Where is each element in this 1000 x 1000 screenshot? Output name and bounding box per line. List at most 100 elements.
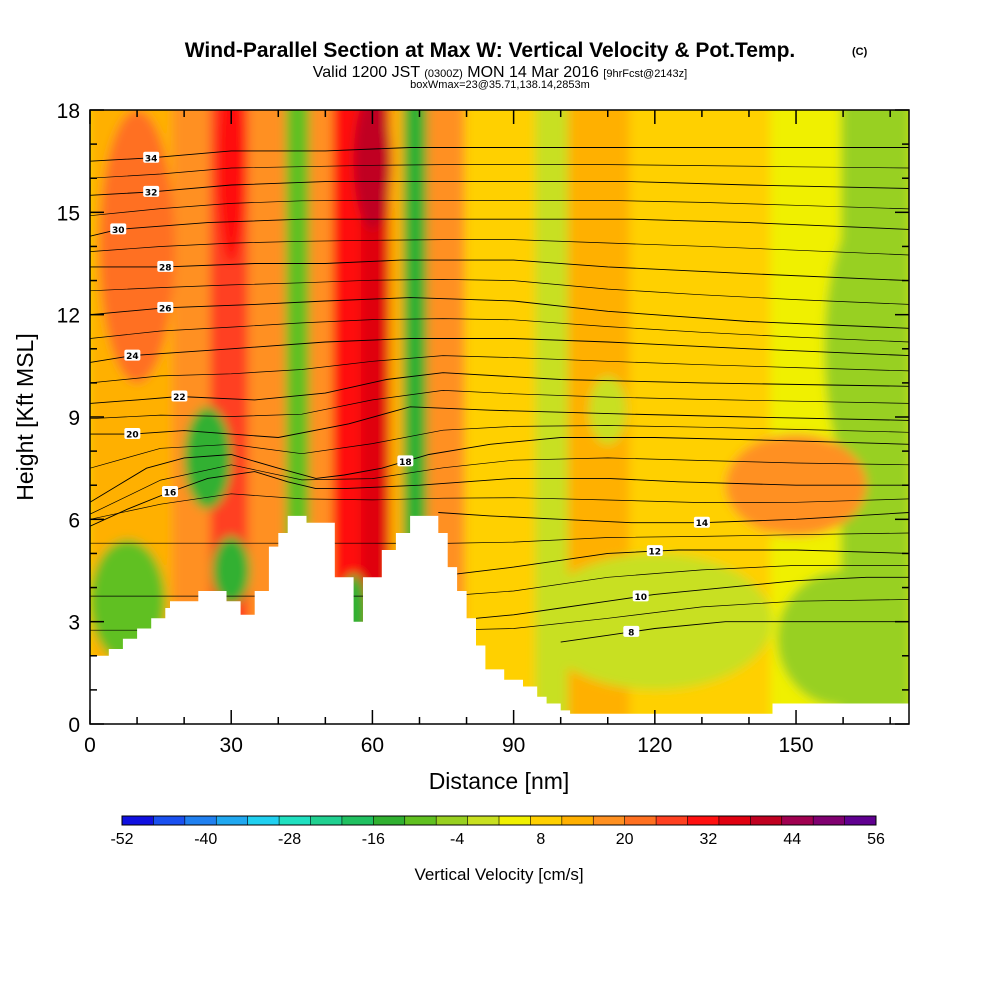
svg-text:24: 24 <box>126 352 139 362</box>
colorbar-tick-label-0: -52 <box>110 831 133 848</box>
colorbar-tick-label-8: 44 <box>783 831 801 848</box>
theta-contour-30 <box>90 218 909 237</box>
colorbar-swatch-6 <box>310 816 343 825</box>
svg-text:14: 14 <box>696 519 709 529</box>
svg-text:32: 32 <box>145 188 158 198</box>
velocity-anomaly-5 <box>588 376 627 445</box>
theta-contour-minor-8 <box>90 318 909 343</box>
contour-label-34: 34 <box>143 151 160 164</box>
velocity-band-12 <box>464 110 540 724</box>
x-axis-label: Distance [nm] <box>429 768 570 794</box>
colorbar-tick-label-5: 8 <box>536 831 545 848</box>
theta-contour-8 <box>560 621 909 643</box>
y-axis-label: Height [Kft MSL] <box>12 333 38 500</box>
theta-contour-18 <box>90 437 909 503</box>
copyright-mark: (C) <box>852 46 868 58</box>
svg-text:30: 30 <box>112 226 125 236</box>
y-tick-label-6: 6 <box>68 509 80 532</box>
x-tick-label-90: 90 <box>502 734 525 757</box>
theta-contour-28 <box>90 259 909 282</box>
velocity-anomaly-6 <box>824 212 909 486</box>
colorbar-swatch-11 <box>467 816 500 825</box>
svg-text:10: 10 <box>634 593 647 603</box>
colorbar-swatch-13 <box>530 816 563 825</box>
theta-contour-minor-12 <box>90 164 909 179</box>
contour-label-26: 26 <box>157 301 174 314</box>
theta-contour-26 <box>90 297 909 329</box>
theta-contour-32 <box>90 181 909 196</box>
svg-text:16: 16 <box>164 489 177 499</box>
colorbar-swatch-21 <box>781 816 814 825</box>
contour-label-10: 10 <box>632 590 649 603</box>
colorbar-swatch-17 <box>656 816 688 825</box>
theta-contour-labels: 8 10 12 14 16 18 20 22 24 26 28 30 32 34 <box>110 151 710 638</box>
chart-subtitle: Valid 1200 JST (0300Z) MON 14 Mar 2016 [… <box>313 64 687 81</box>
velocity-anomaly-11 <box>353 110 392 230</box>
theta-contour-20 <box>90 406 909 438</box>
theta-contour-minor-11 <box>90 200 909 217</box>
valid-utc: (0300Z) <box>424 68 463 80</box>
x-tick-labels: 0 30 60 90 120 150 <box>84 734 813 757</box>
colorbar-swatch-16 <box>624 816 657 825</box>
svg-text:28: 28 <box>159 263 172 273</box>
colorbar-swatch-19 <box>718 816 751 825</box>
terrain-mask <box>90 515 909 724</box>
svg-text:34: 34 <box>145 154 158 164</box>
theta-contour-minor-10 <box>90 239 909 256</box>
contour-label-30: 30 <box>110 223 127 236</box>
colorbar <box>121 815 877 826</box>
forecast-info: [9hrFcst@2143z] <box>603 68 687 80</box>
theta-contour-14 <box>438 512 909 524</box>
x-tick-label-150: 150 <box>779 734 814 757</box>
colorbar-swatch-5 <box>279 816 311 825</box>
contour-label-32: 32 <box>143 185 160 198</box>
theta-contour-12 <box>457 549 909 575</box>
y-tick-label-3: 3 <box>68 612 80 635</box>
y-tick-label-18: 18 <box>57 100 80 123</box>
colorbar-title: Vertical Velocity [cm/s] <box>414 865 583 884</box>
velocity-anomaly-8 <box>537 553 773 690</box>
theta-contours <box>90 147 909 643</box>
colorbar-swatch-2 <box>184 816 217 825</box>
colorbar-swatch-14 <box>561 816 594 825</box>
contour-label-12: 12 <box>646 545 663 558</box>
velocity-anomaly-9 <box>777 570 909 707</box>
box-info: boxWmax=23@35.71,138.14,2853m <box>410 79 590 91</box>
colorbar-swatch-22 <box>813 816 845 825</box>
y-tick-label-9: 9 <box>68 407 80 430</box>
x-tick-label-0: 0 <box>84 734 96 757</box>
velocity-anomaly-1 <box>212 536 251 605</box>
colorbar-swatch-15 <box>593 816 625 825</box>
contour-label-20: 20 <box>124 428 141 441</box>
x-tick-label-60: 60 <box>361 734 384 757</box>
theta-contour-10 <box>475 576 909 619</box>
y-tick-label-12: 12 <box>57 305 80 328</box>
velocity-anomaly-0 <box>184 406 232 510</box>
y-tick-label-0: 0 <box>68 714 80 737</box>
contour-label-22: 22 <box>171 390 188 403</box>
theta-contour-minor-4 <box>90 457 909 515</box>
valid-date: MON 14 Mar 2016 <box>467 64 599 81</box>
theta-contour-minor-7 <box>90 355 909 384</box>
axis-ticks <box>89 109 909 725</box>
svg-text:18: 18 <box>399 458 412 468</box>
colorbar-swatch-3 <box>216 816 248 825</box>
colorbar-tick-label-1: -40 <box>194 831 217 848</box>
theta-contour-minor-9 <box>90 279 909 305</box>
valid-time: Valid 1200 JST <box>313 64 421 81</box>
colorbar-swatch-0 <box>122 816 154 825</box>
chart-title: Wind-Parallel Section at Max W: Vertical… <box>185 39 796 62</box>
contour-label-24: 24 <box>124 349 141 362</box>
colorbar-swatch-23 <box>844 816 877 825</box>
svg-text:22: 22 <box>173 393 186 403</box>
colorbar-tick-label-9: 56 <box>867 831 885 848</box>
velocity-anomaly-10 <box>99 110 175 383</box>
colorbar-swatch-20 <box>750 816 783 825</box>
colorbar-swatch-7 <box>341 816 374 825</box>
theta-contour-24 <box>90 338 909 363</box>
x-tick-label-30: 30 <box>220 734 243 757</box>
colorbar-tick-label-2: -28 <box>278 831 301 848</box>
theta-contour-minor-5 <box>90 425 909 469</box>
colorbar-swatch-4 <box>247 816 280 825</box>
